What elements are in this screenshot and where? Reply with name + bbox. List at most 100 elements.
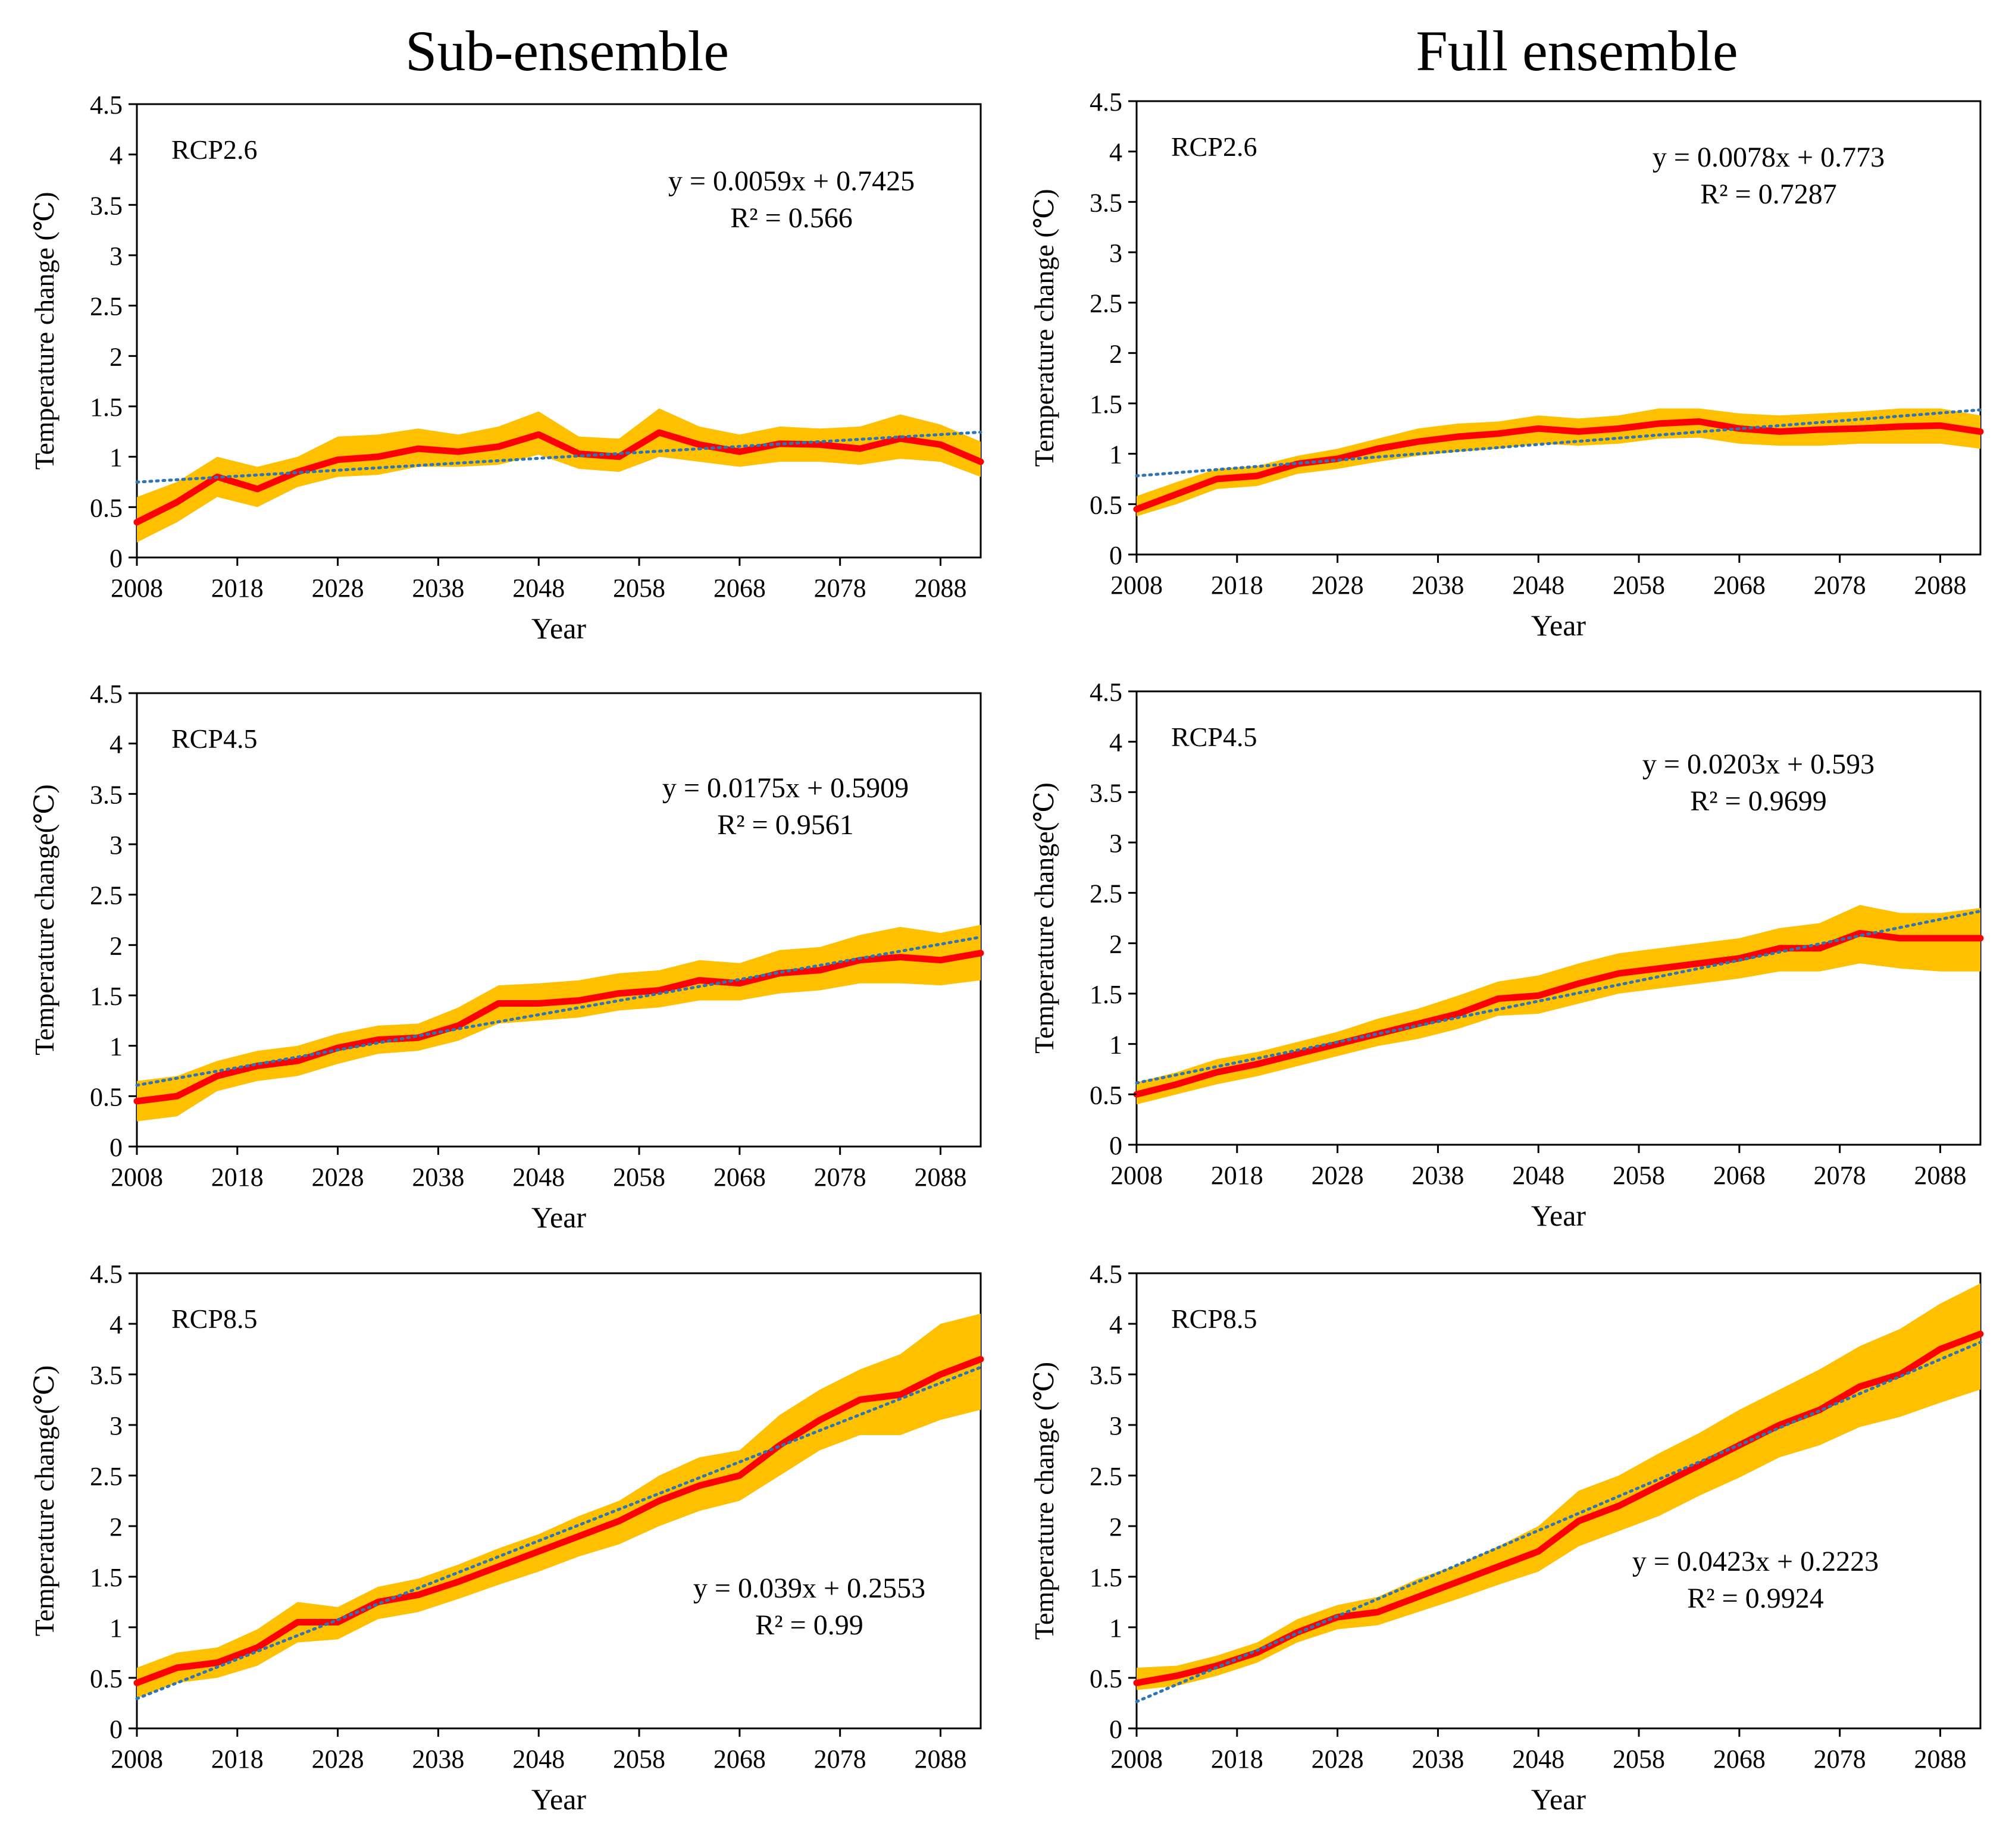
- trend-line: [1135, 909, 1982, 1085]
- x-tick-label: 2038: [412, 1744, 464, 1774]
- x-tick-label: 2018: [211, 574, 264, 603]
- y-tick-label: 3: [109, 1411, 123, 1440]
- x-tick-label: 2048: [1512, 1161, 1564, 1190]
- y-tick-label: 1.5: [1090, 980, 1122, 1009]
- y-tick-label: 3.5: [90, 1361, 123, 1390]
- regression-equation: y = 0.0078x + 0.773: [1653, 142, 1885, 173]
- trend-line: [135, 935, 982, 1087]
- x-tick-label: 2058: [1613, 571, 1665, 600]
- y-tick-label: 2: [109, 931, 123, 960]
- x-tick-label: 2008: [1110, 1744, 1163, 1774]
- x-tick-label: 2068: [713, 574, 766, 603]
- x-tick-label: 2048: [1512, 1744, 1564, 1774]
- plot-frame: [1135, 1272, 1982, 1730]
- x-tick-label: 2068: [1713, 1161, 1766, 1190]
- column-title-sub-ensemble: Sub-ensemble: [405, 19, 729, 83]
- y-tick-label: 1: [109, 443, 123, 472]
- x-tick-label: 2018: [211, 1163, 264, 1192]
- y-tick-label: 4.5: [90, 90, 123, 120]
- y-tick-label: 4: [1109, 1310, 1122, 1339]
- x-tick-label: 2078: [814, 1163, 866, 1192]
- x-tick-label: 2058: [1613, 1744, 1665, 1774]
- panel-full-rcp26: 0 0.5 1 1.5 2 2.5 3 3.5 4 4.5 2008 2018 2028 2038 2048…: [1029, 87, 1984, 642]
- x-tick-label: 2008: [111, 1163, 163, 1192]
- x-tick-label: 2058: [613, 1744, 665, 1774]
- ensemble-mean-line: [1133, 929, 1984, 1098]
- scenario-label: RCP2.6: [1171, 131, 1257, 162]
- y-tick-label: 0.5: [1090, 1664, 1122, 1693]
- x-tick-label: 2048: [512, 1744, 565, 1774]
- y-tick-label: 3.5: [90, 780, 123, 809]
- trend-line: [135, 1365, 982, 1700]
- x-tick-label: 2058: [613, 1163, 665, 1192]
- y-tick-label: 0.5: [90, 1664, 123, 1693]
- x-tick-label: 2008: [111, 1744, 163, 1774]
- scenario-label: RCP4.5: [1171, 722, 1257, 752]
- ensemble-mean-line: [1133, 418, 1984, 513]
- x-tick-label: 2088: [914, 574, 966, 603]
- x-axis-title: Year: [531, 612, 586, 645]
- x-tick-label: 2048: [512, 574, 565, 603]
- y-tick-label: 3.5: [1090, 1361, 1122, 1390]
- y-tick-label: 1: [109, 1032, 123, 1061]
- y-tick-label: 1.5: [90, 393, 123, 422]
- y-axis-title: Temperature change(℃): [29, 1365, 60, 1637]
- y-tick-label: 1: [1109, 1031, 1122, 1060]
- y-tick-label: 4: [109, 141, 123, 170]
- y-tick-label: 1: [1109, 440, 1122, 469]
- x-tick-label: 2018: [1211, 1161, 1263, 1190]
- y-tick-label: 4.5: [90, 1260, 123, 1289]
- uncertainty-band: [137, 1314, 981, 1698]
- x-tick-label: 2018: [1211, 1744, 1263, 1774]
- x-axis-title: Year: [1531, 1199, 1586, 1232]
- x-tick-label: 2078: [1814, 1744, 1866, 1774]
- x-axis-title: Year: [531, 1783, 586, 1816]
- y-tick-label: 0: [109, 544, 123, 573]
- panel-sub-rcp45: 0 0.5 1 1.5 2 2.5 3 3.5 4 4.5 2008 2018 2028 2038 2048…: [29, 679, 984, 1234]
- x-tick-label: 2078: [814, 574, 866, 603]
- x-tick-label: 2048: [1512, 571, 1564, 600]
- x-tick-label: 2038: [1412, 1744, 1464, 1774]
- y-tick-label: 2: [1109, 1512, 1122, 1542]
- y-tick-label: 2: [109, 342, 123, 371]
- regression-equation: y = 0.0175x + 0.5909: [662, 772, 909, 804]
- x-tick-label: 2008: [111, 574, 163, 603]
- x-tick-label: 2028: [1312, 571, 1364, 600]
- x-tick-label: 2088: [914, 1744, 966, 1774]
- r-squared-label: R² = 0.566: [730, 202, 852, 234]
- y-tick-label: 2: [1109, 339, 1122, 368]
- panel-sub-rcp26: 0 0.5 1 1.5 2 2.5 3 3.5 4 4.5 2008 2018 2028 2038 2048…: [29, 90, 984, 645]
- y-tick-label: 3.5: [1090, 188, 1122, 217]
- scenario-label: RCP2.6: [171, 134, 257, 165]
- y-tick-label: 2.5: [90, 292, 123, 321]
- uncertainty-band: [1137, 408, 1980, 516]
- y-axis-title: Temperature change(℃): [1029, 782, 1059, 1054]
- y-tick-label: 2: [109, 1512, 123, 1542]
- y-tick-label: 3: [1109, 829, 1122, 858]
- ensemble-mean-line: [133, 429, 984, 526]
- y-tick-label: 3: [109, 831, 123, 860]
- y-axis-title: Temperature change (℃): [29, 192, 60, 469]
- x-tick-label: 2008: [1110, 1161, 1163, 1190]
- x-tick-label: 2028: [312, 1163, 364, 1192]
- x-axis-title: Year: [1531, 609, 1586, 642]
- y-tick-label: 3.5: [1090, 778, 1122, 807]
- r-squared-label: R² = 0.9699: [1690, 785, 1826, 817]
- y-tick-label: 3: [1109, 1411, 1122, 1440]
- x-tick-label: 2078: [1814, 571, 1866, 600]
- y-tick-label: 1: [1109, 1614, 1122, 1643]
- uncertainty-band: [137, 408, 981, 543]
- y-tick-label: 0.5: [90, 1082, 123, 1111]
- trend-line: [1135, 1340, 1982, 1703]
- regression-equation: y = 0.0203x + 0.593: [1642, 748, 1874, 780]
- x-tick-label: 2088: [1914, 571, 1966, 600]
- y-tick-label: 4: [1109, 138, 1122, 167]
- x-tick-label: 2018: [1211, 571, 1263, 600]
- y-tick-label: 2.5: [1090, 1462, 1122, 1491]
- x-tick-label: 2088: [1914, 1161, 1966, 1190]
- y-tick-label: 1.5: [90, 1563, 123, 1592]
- x-tick-label: 2028: [312, 574, 364, 603]
- x-tick-label: 2068: [1713, 1744, 1766, 1774]
- x-tick-label: 2028: [1312, 1744, 1364, 1774]
